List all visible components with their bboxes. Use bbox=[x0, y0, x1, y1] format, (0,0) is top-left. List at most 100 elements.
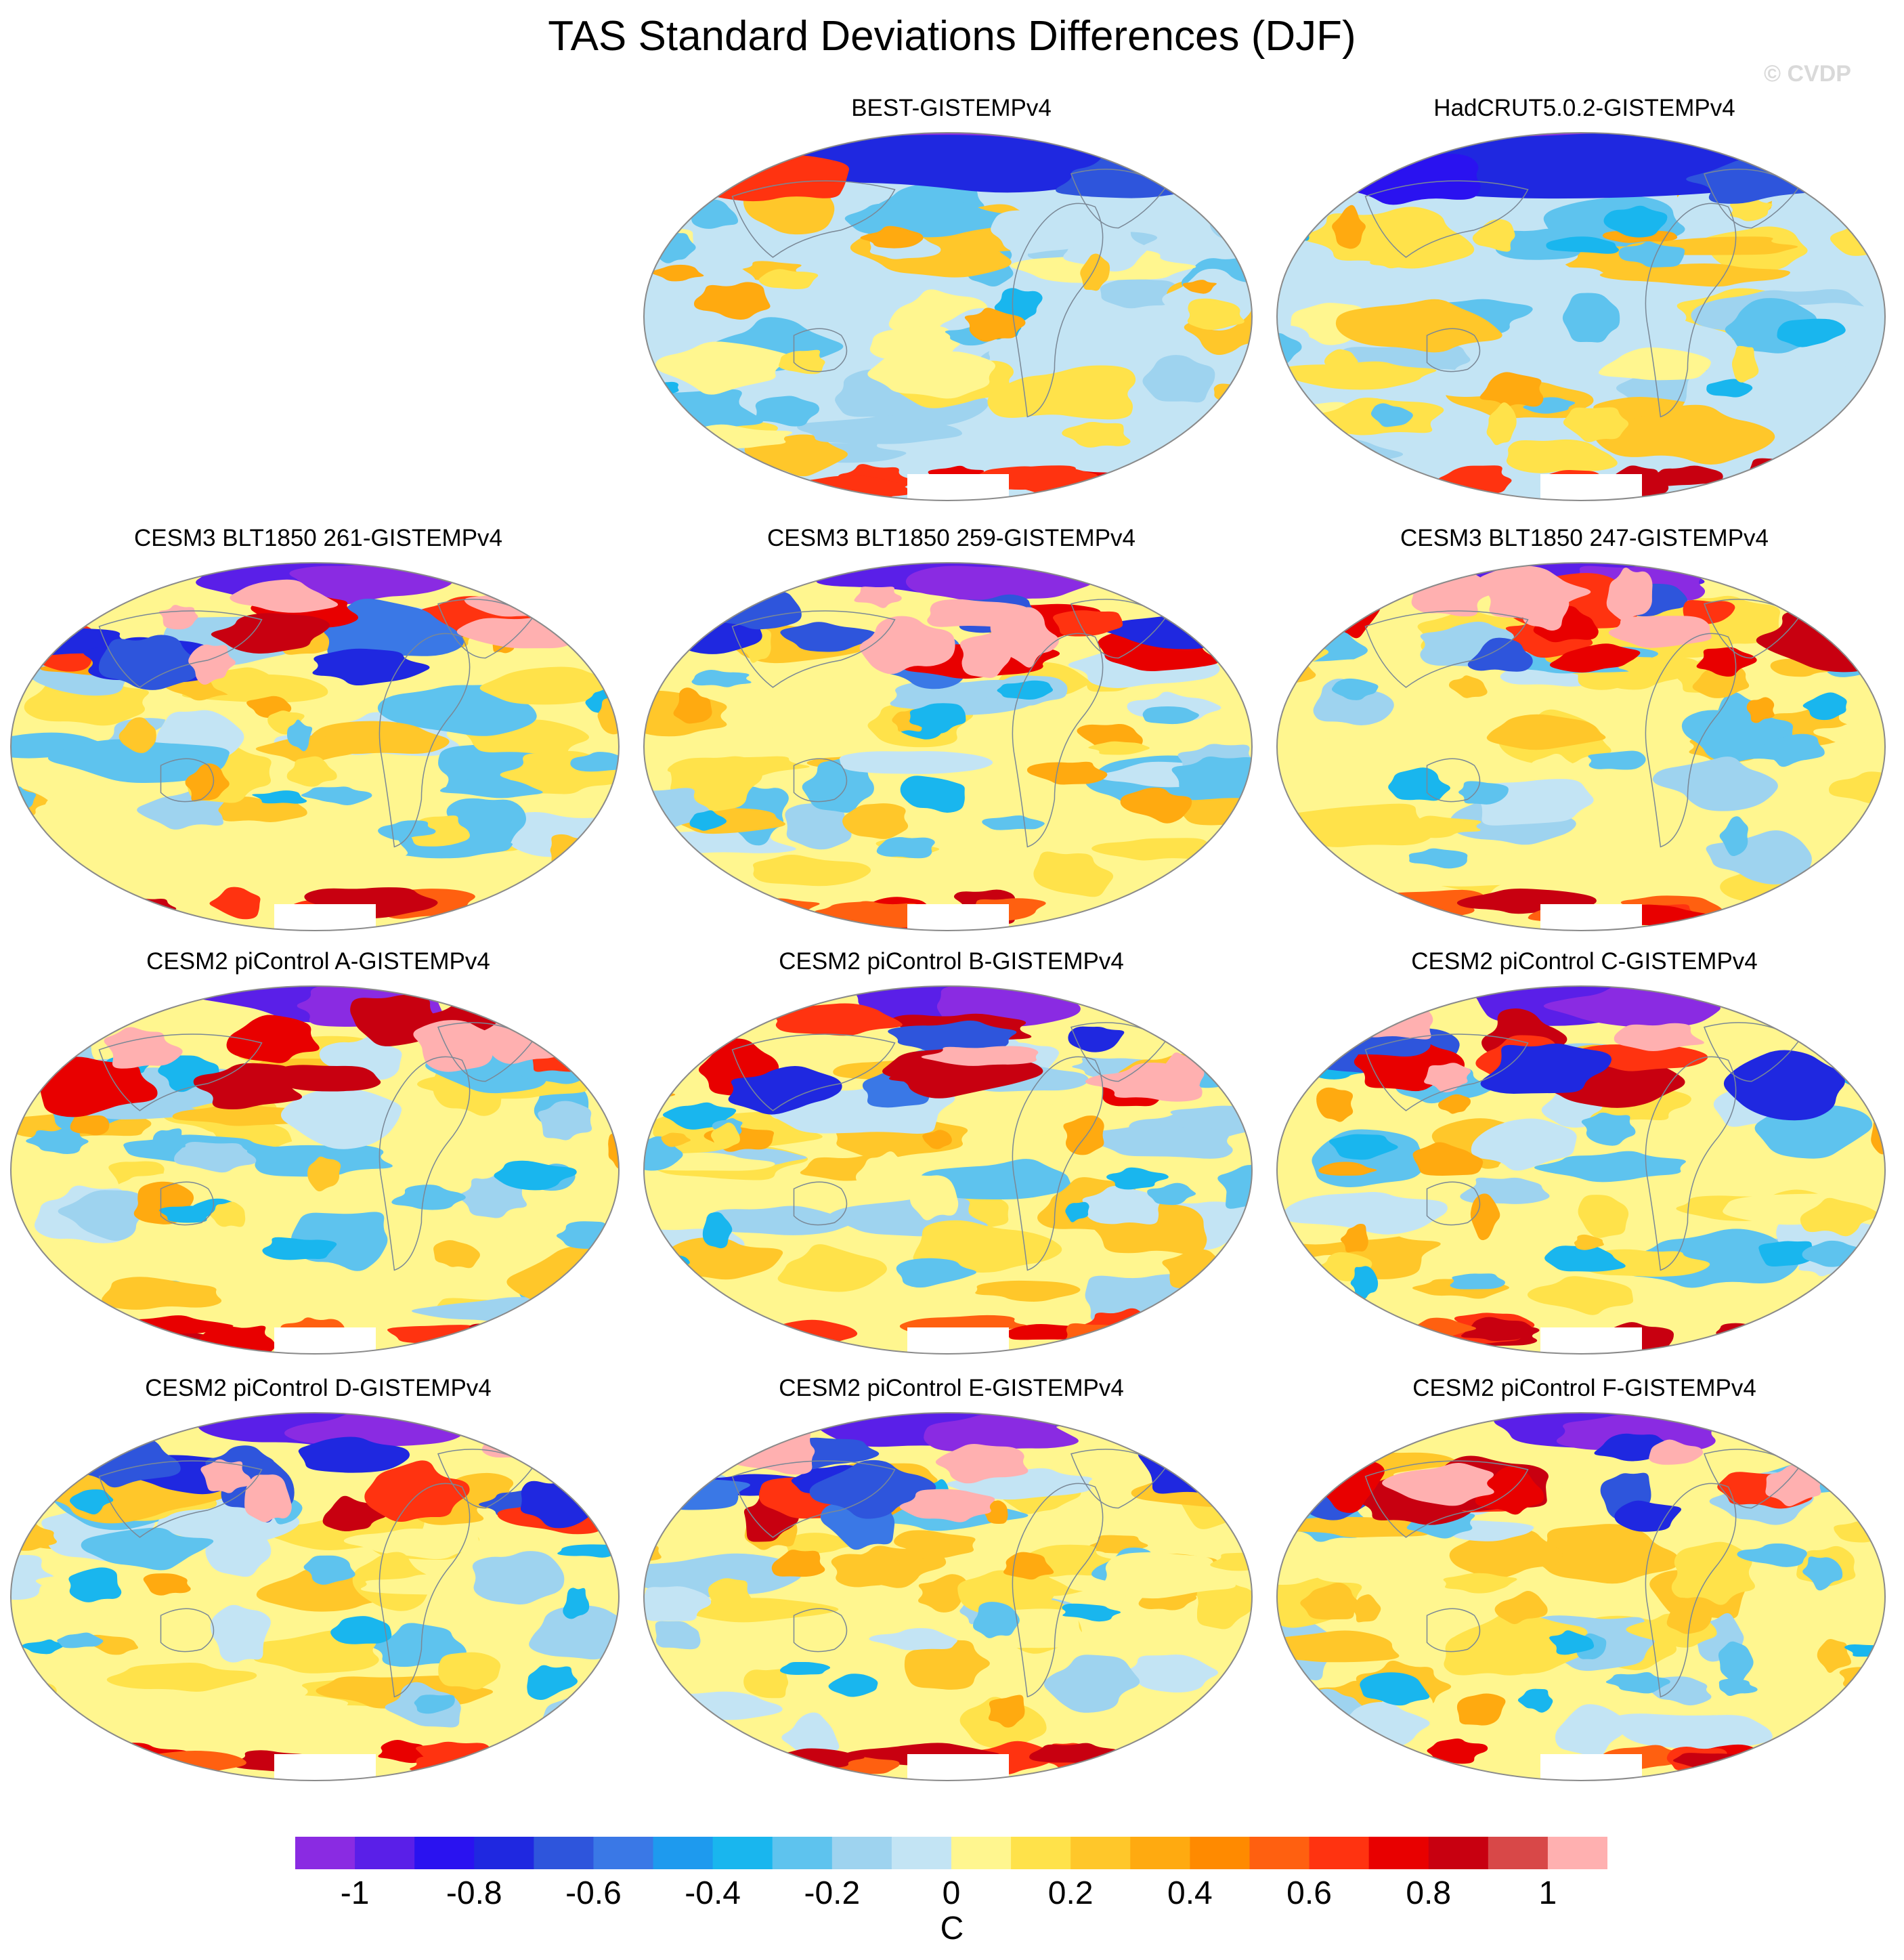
anomaly-contour bbox=[414, 1695, 455, 1714]
missing-data-region bbox=[907, 904, 1009, 931]
colorbar-bin bbox=[1368, 1837, 1429, 1869]
anomaly-contour bbox=[1142, 355, 1215, 403]
map-boundary bbox=[10, 1412, 620, 1781]
anomaly-contour bbox=[1003, 1552, 1054, 1580]
anomaly-contour bbox=[1506, 439, 1618, 473]
map-boundary bbox=[643, 985, 1253, 1355]
anomaly-contour bbox=[597, 694, 619, 735]
colorbar-tick-label: 0.6 bbox=[1286, 1875, 1332, 1911]
high-latitude-anomaly bbox=[960, 632, 1014, 678]
coastline bbox=[1645, 633, 1737, 848]
coastline bbox=[1364, 180, 1529, 258]
colorbar-tick-label: 0 bbox=[942, 1875, 961, 1911]
coastline bbox=[793, 328, 848, 372]
panel-title: CESM2 piControl D-GISTEMPv4 bbox=[145, 1375, 492, 1401]
anomaly-contour bbox=[905, 1175, 959, 1220]
anomaly-contour bbox=[307, 1156, 341, 1192]
robinson-map bbox=[1276, 132, 1886, 501]
anomaly-contour bbox=[301, 786, 372, 806]
panel-title: CESM2 piControl C-GISTEMPv4 bbox=[1411, 948, 1758, 975]
anomaly-contour bbox=[262, 1237, 337, 1260]
coastline bbox=[378, 1056, 471, 1271]
anomaly-contour bbox=[1605, 1671, 1670, 1694]
anomaly-contour bbox=[30, 1242, 126, 1268]
anomaly-contour bbox=[377, 684, 537, 736]
anomaly-contour bbox=[1292, 754, 1364, 788]
colorbar-tick-label: 0.4 bbox=[1167, 1875, 1213, 1911]
high-latitude-anomaly bbox=[780, 622, 879, 652]
anomaly-contour bbox=[280, 1087, 402, 1149]
robinson-map bbox=[10, 985, 620, 1355]
anomaly-contour bbox=[1194, 849, 1252, 902]
anomaly-contour bbox=[644, 1586, 712, 1621]
anomaly-contour bbox=[1210, 1552, 1252, 1571]
anomaly-contour bbox=[860, 226, 924, 249]
map-panel: CESM2 piControl D-GISTEMPv4 bbox=[7, 1375, 630, 1788]
southern-anomaly bbox=[1461, 1317, 1535, 1342]
colorbar-bin bbox=[1547, 1837, 1607, 1869]
southern-anomaly bbox=[62, 901, 158, 931]
anomaly-contour bbox=[1582, 1249, 1710, 1277]
anomaly-contour bbox=[771, 1550, 825, 1577]
coastline bbox=[1426, 1608, 1481, 1653]
anomaly-contour bbox=[991, 210, 1094, 254]
anomaly-contour bbox=[1471, 1118, 1577, 1171]
colorbar-tick-label: -1 bbox=[340, 1875, 370, 1911]
anomaly-contour bbox=[1472, 219, 1515, 252]
coastline bbox=[1012, 633, 1104, 848]
anomaly-contour bbox=[47, 739, 230, 784]
anomaly-contour bbox=[1470, 1193, 1500, 1241]
map-boundary bbox=[643, 1412, 1253, 1781]
southern-anomaly bbox=[1127, 1317, 1205, 1352]
panel-title: CESM2 piControl E-GISTEMPv4 bbox=[779, 1375, 1124, 1401]
anomaly-contour bbox=[1671, 1541, 1755, 1605]
anomaly-contour bbox=[1718, 1641, 1754, 1685]
map-boundary bbox=[10, 562, 620, 931]
anomaly-contour bbox=[1224, 827, 1252, 849]
anomaly-contour bbox=[1318, 1162, 1377, 1176]
high-latitude-anomaly bbox=[1608, 616, 1712, 648]
anomaly-contour bbox=[1578, 1195, 1629, 1238]
colorbar-tick-label: -0.6 bbox=[565, 1875, 622, 1911]
coastline bbox=[793, 1181, 848, 1226]
anomaly-contour bbox=[1549, 1630, 1595, 1655]
anomaly-contour bbox=[1491, 228, 1586, 260]
coastline bbox=[731, 180, 896, 258]
colorbar-bin bbox=[1070, 1837, 1131, 1869]
anomaly-contour bbox=[102, 1277, 222, 1310]
anomaly-contour bbox=[152, 1128, 186, 1155]
colorbar-bin bbox=[1428, 1837, 1489, 1869]
anomaly-contour bbox=[702, 1212, 733, 1249]
anomaly-contour bbox=[779, 1662, 831, 1676]
anomaly-contour bbox=[494, 1160, 577, 1191]
anomaly-contour bbox=[1839, 1664, 1885, 1692]
anomaly-contour bbox=[1544, 1245, 1626, 1272]
southern-anomaly bbox=[410, 1755, 523, 1776]
anomaly-contour bbox=[433, 1240, 480, 1269]
high-latitude-anomaly bbox=[728, 1065, 842, 1115]
colorbar-tick-label: -0.2 bbox=[804, 1875, 861, 1911]
anomaly-contour bbox=[1581, 1112, 1636, 1146]
anomaly-contour bbox=[894, 1530, 976, 1559]
coastline bbox=[1426, 328, 1481, 372]
high-latitude-anomaly bbox=[230, 579, 339, 613]
anomaly-contour bbox=[1217, 1165, 1252, 1209]
anomaly-contour bbox=[205, 1518, 272, 1577]
anomaly-contour bbox=[946, 1468, 1092, 1500]
robinson-map bbox=[643, 985, 1253, 1355]
colorbar-tick-label: 1 bbox=[1538, 1875, 1557, 1911]
anomaly-contour bbox=[1329, 1134, 1398, 1160]
colorbar-bin bbox=[295, 1837, 355, 1869]
anomaly-contour bbox=[1605, 1713, 1773, 1752]
colorbar-bin bbox=[474, 1837, 534, 1869]
robinson-map bbox=[1276, 562, 1886, 931]
anomaly-contour bbox=[1414, 696, 1481, 730]
anomaly-contour bbox=[1666, 1597, 1712, 1634]
anomaly-contour bbox=[1652, 757, 1778, 811]
anomaly-contour bbox=[1043, 1655, 1140, 1713]
anomaly-contour bbox=[1283, 1192, 1448, 1235]
anomaly-contour bbox=[1788, 1585, 1885, 1640]
anomaly-contour bbox=[1451, 1613, 1588, 1674]
missing-data-region bbox=[907, 1754, 1009, 1781]
anomaly-contour bbox=[831, 1554, 901, 1588]
